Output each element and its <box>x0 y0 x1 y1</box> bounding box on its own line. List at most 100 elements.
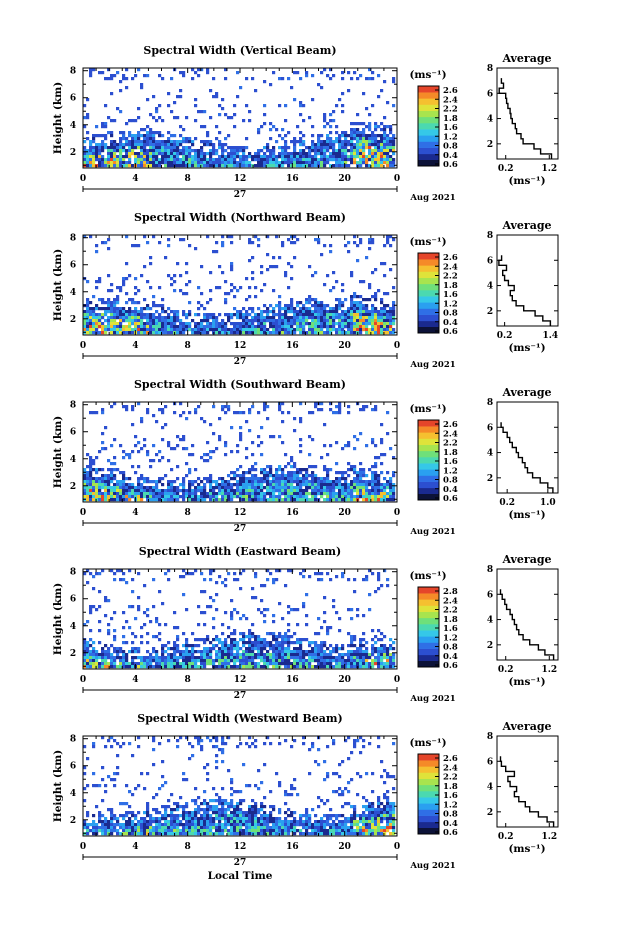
average-frame <box>496 735 559 828</box>
colorbar-tick-label: 0.6 <box>443 327 458 337</box>
panel-3: Spectral Width (Southward Beam) 2 4 6 8 0 4 8 12… <box>52 378 559 537</box>
y-tick-label: 2 <box>70 649 76 659</box>
colorbar-bottom <box>418 327 439 333</box>
x-tick-label: 8 <box>185 341 191 351</box>
avg-y-tick-label: 6 <box>487 89 493 99</box>
x-tick-label: 4 <box>132 508 138 518</box>
x-tick-label: 16 <box>286 842 299 852</box>
colorbar-frame <box>417 419 440 501</box>
colorbar-tick-label: 0.6 <box>443 160 458 170</box>
y-tick-label: 4 <box>70 622 76 632</box>
colorbar-segment <box>418 766 439 773</box>
avg-y-tick-label: 8 <box>487 732 493 742</box>
colorbar-segment <box>418 617 439 625</box>
colorbar: 2.62.42.21.81.61.20.80.40.6 <box>417 252 458 337</box>
colorbar-tick-label: 2.4 <box>443 596 458 606</box>
colorbar-tick-label: 0.8 <box>443 142 458 152</box>
y-axis-label: Height (km) <box>52 416 64 488</box>
colorbar-unit: (ms⁻¹) <box>409 236 446 248</box>
colorbar-segment <box>418 283 439 291</box>
colorbar-segment <box>418 147 439 155</box>
avg-x-tick-label: 0.2 <box>498 832 514 842</box>
colorbar-segment <box>418 754 439 761</box>
colorbar-tick-label: 2.6 <box>443 754 458 764</box>
y-axis-label: Height (km) <box>52 249 64 321</box>
colorbar-segment <box>418 587 439 594</box>
colorbar-segment <box>418 129 439 136</box>
colorbar-tick-label: 0.4 <box>443 151 458 161</box>
avg-y-tick-label: 8 <box>487 231 493 241</box>
average-profile-line <box>499 756 555 827</box>
colorbar: 2.82.42.21.81.61.20.80.40.6 <box>417 586 458 671</box>
colorbar-frame <box>417 85 440 167</box>
day-label: 27 <box>234 524 247 534</box>
colorbar-tick-label: 0.4 <box>443 652 458 662</box>
heatmap-cells <box>83 402 396 502</box>
y-tick-label: 4 <box>70 789 76 799</box>
x-tick-label: 4 <box>132 842 138 852</box>
x-tick-label: 16 <box>286 508 299 518</box>
x-tick-label: 0 <box>80 842 86 852</box>
colorbar-segment <box>418 277 439 285</box>
colorbar-segment <box>418 110 439 118</box>
heatmap-cells <box>83 235 396 335</box>
colorbar-tick-label: 0.6 <box>443 494 458 504</box>
colorbar-segment <box>418 123 439 130</box>
x-tick-label: 12 <box>234 842 247 852</box>
x-tick-label: 0 <box>394 675 400 685</box>
avg-y-tick-label: 4 <box>487 449 493 459</box>
colorbar-segment <box>418 809 439 816</box>
colorbar-tick-label: 2.4 <box>443 262 458 272</box>
colorbar-tick-label: 0.8 <box>443 643 458 653</box>
colorbar-tick-label: 1.6 <box>443 290 458 300</box>
colorbar-segment <box>418 611 439 619</box>
colorbar-unit: (ms⁻¹) <box>409 570 446 582</box>
colorbar-segment <box>418 815 439 823</box>
colorbar-segment <box>418 821 439 829</box>
y-tick-label: 6 <box>70 94 76 104</box>
colorbar-segment <box>418 253 439 260</box>
colorbar-bottom <box>418 661 439 667</box>
colorbar-bottom <box>418 828 439 834</box>
y-tick-label: 8 <box>70 234 76 244</box>
avg-y-tick-label: 8 <box>487 398 493 408</box>
colorbar-segment <box>418 642 439 649</box>
colorbar-tick-label: 0.4 <box>443 485 458 495</box>
colorbar-segment <box>418 432 439 439</box>
average-x-unit: (ms⁻¹) <box>508 342 545 354</box>
day-label: 27 <box>234 357 247 367</box>
y-tick-label: 2 <box>70 482 76 492</box>
plot-title: Spectral Width (Vertical Beam) <box>143 44 336 57</box>
colorbar-tick-label: 1.8 <box>443 615 458 625</box>
colorbar-tick-label: 1.8 <box>443 782 458 792</box>
colorbar-segment <box>418 116 439 124</box>
x-tick-label: 8 <box>185 174 191 184</box>
panel-1: Spectral Width (Vertical Beam) 2 4 6 8 0 4 8 12 1… <box>52 44 559 203</box>
date-label: Aug 2021 <box>409 193 455 203</box>
colorbar-frame <box>417 586 440 668</box>
y-tick-label: 8 <box>70 67 76 77</box>
x-tick-label: 12 <box>234 341 247 351</box>
colorbar-segment <box>418 308 439 315</box>
colorbar-tick-label: 1.8 <box>443 114 458 124</box>
date-label: Aug 2021 <box>409 861 455 871</box>
colorbar-tick-label: 2.4 <box>443 95 458 105</box>
colorbar-segment <box>418 271 439 278</box>
colorbar-tick-label: 2.2 <box>443 773 458 783</box>
colorbar-segment <box>418 624 439 631</box>
y-tick-label: 8 <box>70 735 76 745</box>
x-tick-label: 12 <box>234 508 247 518</box>
colorbar-bottom <box>418 160 439 166</box>
colorbar-segment <box>418 290 439 297</box>
colorbar-segment <box>418 481 439 489</box>
y-axis-label: Height (km) <box>52 583 64 655</box>
x-axis-label: Local Time <box>208 870 273 882</box>
y-tick-label: 8 <box>70 401 76 411</box>
colorbar-tick-label: 1.8 <box>443 281 458 291</box>
panel-5: Spectral Width (Westward Beam) 2 4 6 8 0 4 8 12 1… <box>52 712 559 871</box>
colorbar-segment <box>418 803 439 810</box>
heatmap-cells <box>83 736 396 836</box>
colorbar-frame <box>417 753 440 835</box>
x-tick-label: 0 <box>394 842 400 852</box>
